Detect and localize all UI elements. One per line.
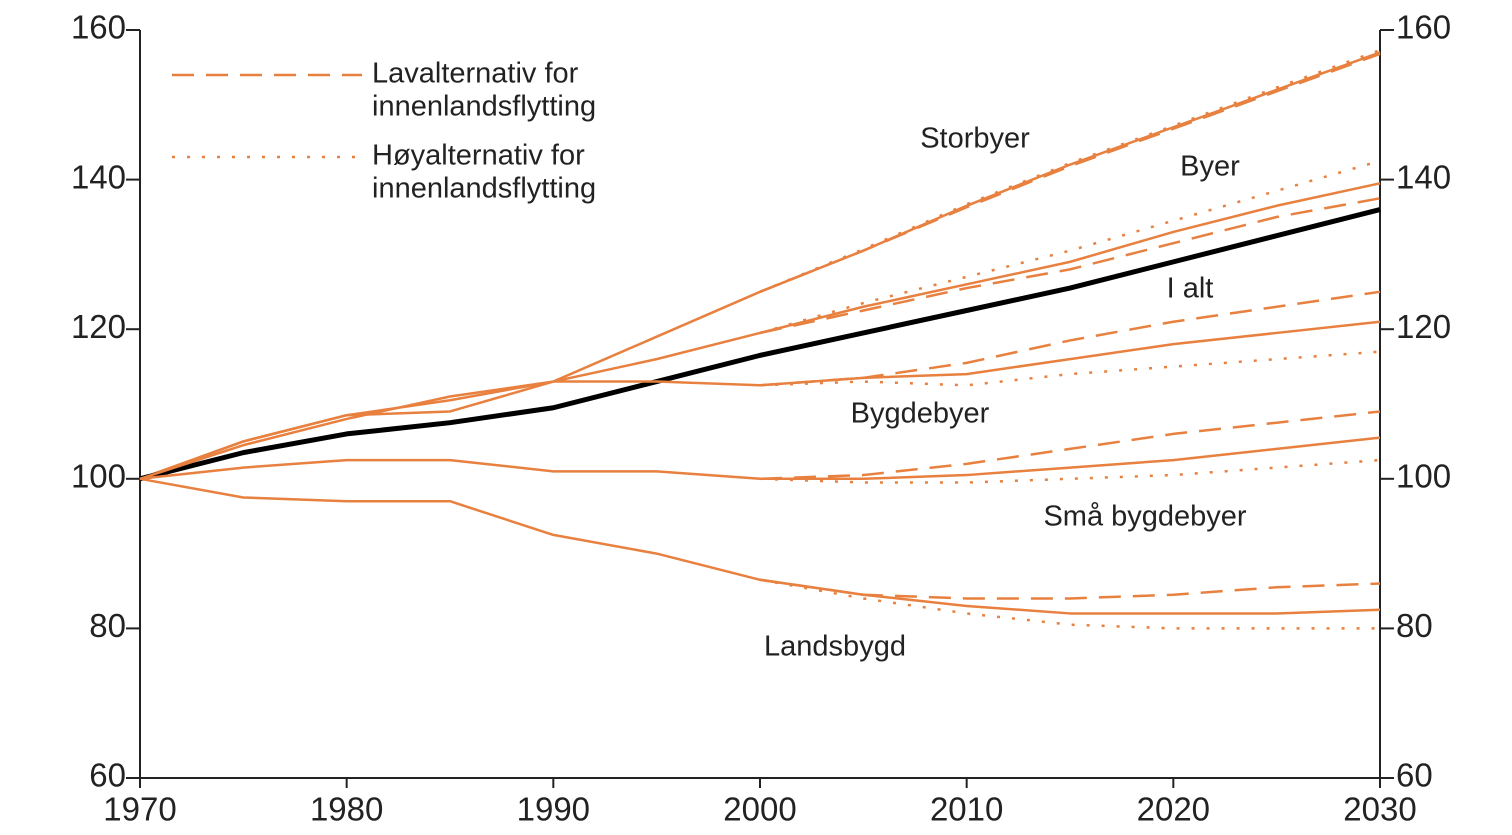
line-dotted <box>759 350 1381 387</box>
x-tick-label: 1970 <box>103 791 176 828</box>
y-tick-label: 60 <box>89 757 126 794</box>
y-tick-label: 80 <box>89 607 126 644</box>
x-tick-label: 2000 <box>723 791 796 828</box>
line-solid <box>139 320 1381 480</box>
x-tick-label: 2010 <box>930 791 1003 828</box>
line-solid <box>139 477 1381 615</box>
x-tick-label: 1990 <box>517 791 590 828</box>
line-dashed <box>759 52 1381 293</box>
line-dotted <box>759 159 1381 335</box>
line-solid <box>139 436 1381 481</box>
series-label: Landsbygd <box>764 631 906 663</box>
line-solid <box>139 207 1381 482</box>
x-tick-label: 2030 <box>1343 791 1416 828</box>
y2-tick-label: 160 <box>1396 9 1451 46</box>
line-dotted <box>759 49 1381 293</box>
y-tick-label: 140 <box>71 158 126 195</box>
y2-tick-label: 140 <box>1396 158 1451 195</box>
x-tick-label: 2020 <box>1137 791 1210 828</box>
y-tick-label: 160 <box>71 9 126 46</box>
y2-tick-label: 80 <box>1396 607 1433 644</box>
legend-label: innenlandsflytting <box>372 173 596 205</box>
line-dotted <box>759 578 1380 630</box>
series-label: I alt <box>1167 273 1214 305</box>
line-dashed <box>759 197 1381 335</box>
legend-label: Høyalternativ for <box>372 140 585 172</box>
line-dashed <box>759 290 1381 387</box>
legend-label: Lavalternativ for <box>372 58 579 90</box>
legend-label: innenlandsflytting <box>372 91 596 123</box>
line-dashed <box>759 410 1381 481</box>
line-solid <box>139 51 1381 480</box>
line-solid <box>139 182 1381 480</box>
series-label: Byer <box>1180 151 1240 183</box>
series-label: Bygdebyer <box>851 398 990 430</box>
x-tick-label: 1980 <box>310 791 383 828</box>
line-dashed <box>759 578 1381 600</box>
y2-tick-label: 60 <box>1396 757 1433 794</box>
series-label: Storbyer <box>920 123 1030 155</box>
y2-tick-label: 100 <box>1396 458 1451 495</box>
series-label: Små bygdebyer <box>1043 501 1246 533</box>
y2-tick-label: 120 <box>1396 308 1451 345</box>
y-tick-label: 100 <box>71 458 126 495</box>
y-tick-label: 120 <box>71 308 126 345</box>
